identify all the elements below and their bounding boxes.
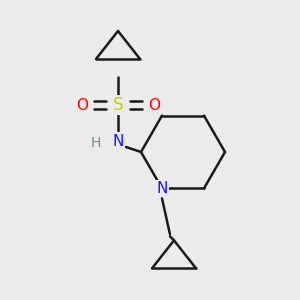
Text: O: O (148, 98, 160, 112)
Text: S: S (113, 96, 123, 114)
Text: O: O (76, 98, 88, 112)
Text: H: H (91, 136, 101, 150)
Text: N: N (156, 181, 168, 196)
Text: N: N (112, 134, 124, 148)
